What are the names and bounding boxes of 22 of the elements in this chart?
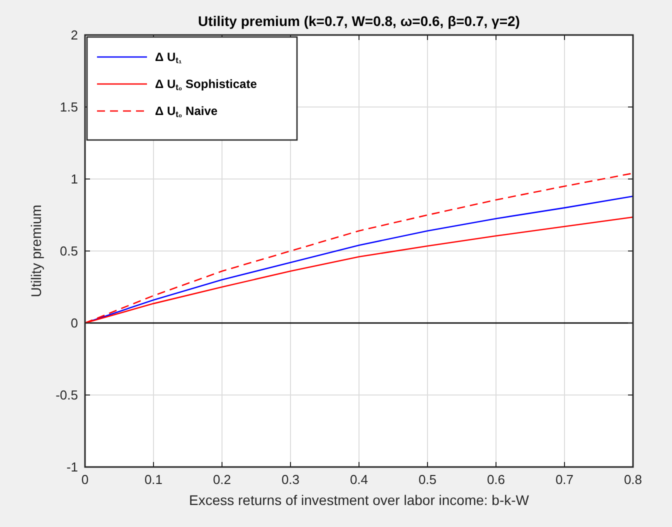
y-tick-label: 1.5 [60,100,78,114]
x-tick-label: 0.5 [418,472,437,487]
x-axis-title: Excess returns of investment over labor income: b-k-W [188,492,530,508]
y-tick-label: 0 [70,316,78,330]
y-tick-label: -1 [66,460,78,474]
x-tick-label: 0.1 [144,472,163,487]
legend-label: Δ U$_{t₀}$ Naive [155,104,218,120]
y-tick-label: 1 [70,172,78,186]
x-tick-label: 0.3 [281,472,300,487]
y-tick-label: 2 [70,28,78,42]
x-tick-label: 0.4 [350,472,368,487]
y-axis-title: Utility premium [28,204,44,298]
chart-title: Utility premium (k=0.7, W=0.8, ω=0.6, β=0.7, γ=2) [198,13,520,29]
x-tick-label: 0 [81,472,89,487]
x-tick-label: 0.8 [624,472,642,487]
y-tick-label: 0.5 [60,244,78,258]
x-tick-label: 0.6 [486,472,506,487]
x-tick-label: 0.7 [555,472,574,487]
y-tick-label: -0.5 [56,388,78,402]
x-tick-label: 0.2 [212,472,232,487]
legend-label: Δ U$_{t₁}$ [155,50,182,66]
legend-label: Δ U$_{t₀}$ Sophisticate [155,77,258,92]
